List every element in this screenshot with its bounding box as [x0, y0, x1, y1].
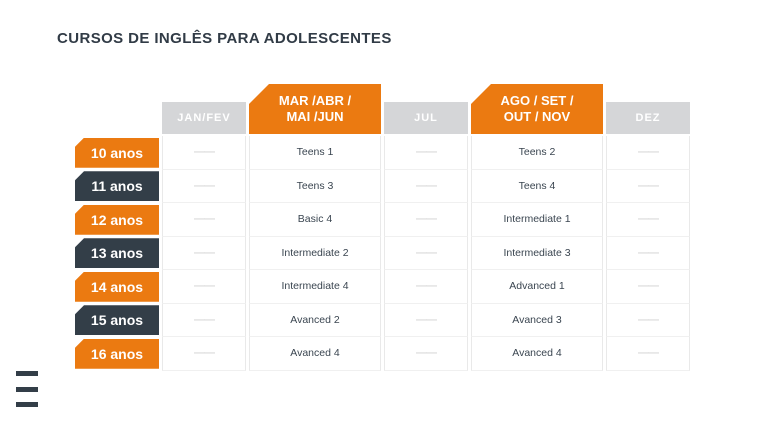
empty-cell: ——: [162, 303, 246, 337]
empty-cell: ——: [384, 337, 468, 371]
age-label: 16 anos: [75, 338, 159, 369]
course-cell: Teens 1: [249, 136, 381, 170]
age-label: 14 anos: [75, 271, 159, 302]
course-cell: Avanced 4: [471, 337, 603, 371]
column-header-ago-nov: AGO / SET / OUT / NOV: [471, 84, 603, 134]
empty-cell: ——: [384, 236, 468, 270]
page-title: CURSOS DE INGLÊS PARA ADOLESCENTES: [57, 30, 392, 48]
course-cell: Teens 3: [249, 169, 381, 203]
age-label: 10 anos: [75, 137, 159, 168]
course-cell: Intermediate 2: [249, 236, 381, 270]
empty-cell: ——: [162, 337, 246, 371]
course-cell: Avanced 3: [471, 303, 603, 337]
empty-cell: ——: [162, 169, 246, 203]
course-cell: Avanced 2: [249, 303, 381, 337]
course-cell: Teens 4: [471, 169, 603, 203]
empty-cell: ——: [162, 236, 246, 270]
column-header-mar-jun: MAR /ABR / MAI /JUN: [249, 84, 381, 134]
empty-cell: ——: [606, 136, 690, 170]
course-schedule-table: JAN/FEV MAR /ABR / MAI /JUN JUL AGO / SE…: [75, 84, 690, 371]
empty-cell: ——: [384, 169, 468, 203]
empty-cell: ——: [162, 136, 246, 170]
hamburger-icon: [16, 386, 38, 392]
hamburger-icon: [16, 371, 38, 376]
empty-cell: ——: [606, 337, 690, 371]
column-header-jan-fev: JAN/FEV: [162, 102, 246, 134]
age-label: 11 anos: [75, 171, 159, 202]
empty-cell: ——: [384, 203, 468, 237]
column-header-jul: JUL: [384, 102, 468, 134]
course-cell: Avanced 4: [249, 337, 381, 371]
age-label: 13 anos: [75, 238, 159, 269]
course-cell: Teens 2: [471, 136, 603, 170]
header-spacer: [75, 84, 159, 136]
course-cell: Intermediate 3: [471, 236, 603, 270]
course-cell: Advanced 1: [471, 270, 603, 304]
empty-cell: ——: [384, 136, 468, 170]
empty-cell: ——: [606, 203, 690, 237]
age-label: 12 anos: [75, 204, 159, 235]
hamburger-menu-button[interactable]: [16, 371, 38, 407]
course-cell: Intermediate 4: [249, 270, 381, 304]
age-label: 15 anos: [75, 305, 159, 336]
course-cell: Intermediate 1: [471, 203, 603, 237]
empty-cell: ——: [606, 303, 690, 337]
empty-cell: ——: [162, 203, 246, 237]
column-header-dez: DEZ: [606, 102, 690, 134]
empty-cell: ——: [162, 270, 246, 304]
empty-cell: ——: [606, 236, 690, 270]
empty-cell: ——: [384, 303, 468, 337]
hamburger-icon: [16, 402, 38, 407]
course-cell: Basic 4: [249, 203, 381, 237]
empty-cell: ——: [606, 169, 690, 203]
empty-cell: ——: [606, 270, 690, 304]
empty-cell: ——: [384, 270, 468, 304]
